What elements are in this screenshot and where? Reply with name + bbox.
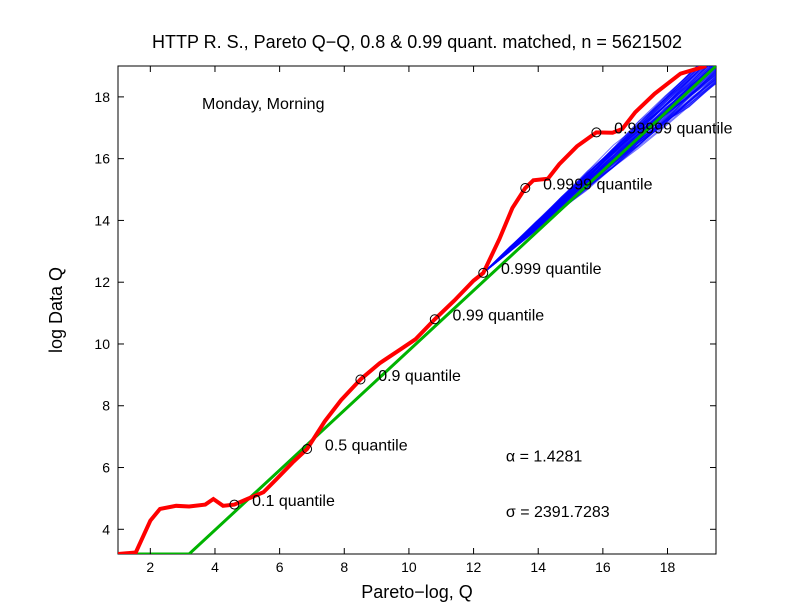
x-tick-label: 12 <box>466 559 482 575</box>
alpha-label: α = 1.4281 <box>506 448 583 465</box>
chart-title: HTTP R. S., Pareto Q−Q, 0.8 & 0.99 quant… <box>152 32 682 52</box>
quantile-label: 0.9 quantile <box>378 368 461 385</box>
x-tick-label: 6 <box>276 559 284 575</box>
y-tick-label: 10 <box>94 336 110 352</box>
x-axis-label: Pareto−log, Q <box>361 582 473 602</box>
quantile-label: 0.999 quantile <box>501 261 602 278</box>
y-tick-label: 4 <box>102 521 110 537</box>
y-tick-label: 14 <box>94 212 110 228</box>
quantile-label: 0.1 quantile <box>252 493 335 510</box>
sigma-label: σ = 2391.7283 <box>506 504 610 521</box>
x-tick-label: 18 <box>660 559 676 575</box>
y-axis-label: log Data Q <box>46 267 66 353</box>
y-tick-label: 16 <box>94 151 110 167</box>
x-tick-label: 8 <box>340 559 348 575</box>
chart-svg: 0.1 quantile 0.5 quantile 0.9 quantile 0.99… <box>0 0 792 612</box>
y-tick-label: 6 <box>102 460 110 476</box>
x-tick-label: 16 <box>595 559 611 575</box>
x-tick-label: 4 <box>211 559 219 575</box>
x-tick-label: 2 <box>146 559 154 575</box>
y-tick-label: 12 <box>94 274 110 290</box>
quantile-label: 0.5 quantile <box>325 437 408 454</box>
quantile-label: 0.99 quantile <box>453 308 545 325</box>
y-tick-label: 18 <box>94 89 110 105</box>
x-tick-label: 14 <box>530 559 546 575</box>
y-tick-label: 8 <box>102 398 110 414</box>
qq-plot: 0.1 quantile 0.5 quantile 0.9 quantile 0.99… <box>0 0 792 612</box>
quantile-label: 0.9999 quantile <box>543 176 653 193</box>
x-tick-label: 10 <box>401 559 417 575</box>
quantile-label: 0.99999 quantile <box>614 121 732 138</box>
session-label: Monday, Morning <box>202 96 324 113</box>
